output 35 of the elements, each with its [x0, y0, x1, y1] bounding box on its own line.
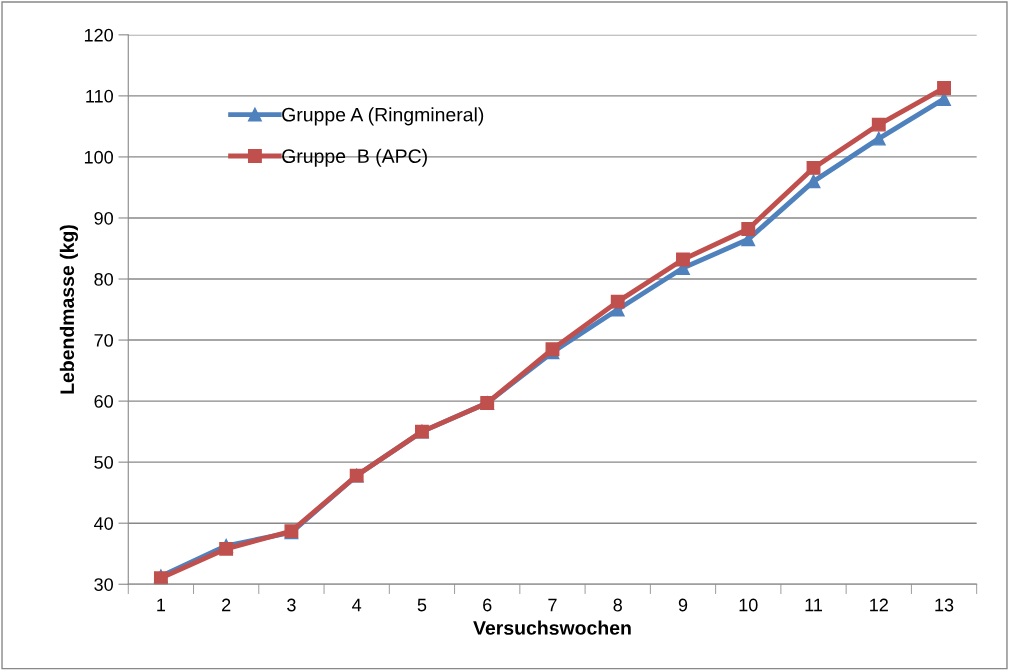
x-tick-label: 11: [805, 598, 823, 612]
x-tick-label: 1: [157, 598, 166, 612]
x-tick-label: 2: [222, 598, 231, 612]
y-tick-label: 70: [94, 334, 113, 347]
point: [676, 252, 690, 267]
y-tick-label: 100: [84, 150, 113, 164]
point: [741, 222, 756, 236]
y-tick-label: 120: [84, 28, 113, 42]
y-tick-label: 90: [94, 211, 113, 225]
x-tick-label: 10: [739, 598, 758, 612]
y-axis-title: Lebendmasse (kg): [59, 225, 79, 394]
x-tick-label: 12: [870, 598, 888, 612]
point: [937, 81, 951, 95]
y-tick-label: 60: [94, 395, 113, 408]
legend-label: Gruppe B (APC): [282, 148, 427, 167]
y-tick-label: 30: [94, 578, 113, 591]
point: [219, 541, 234, 556]
point: [806, 160, 821, 175]
point: [610, 294, 625, 309]
x-tick-label: 7: [548, 598, 557, 612]
y-tick-label: 50: [94, 456, 113, 469]
x-axis-title: Versuchswochen: [473, 620, 631, 635]
x-tick-label: 8: [613, 598, 622, 612]
x-tick-label: 6: [483, 598, 492, 612]
point: [871, 131, 886, 146]
y-tick-label: 40: [94, 517, 113, 530]
x-tick-label: 13: [935, 598, 954, 612]
x-tick-label: 5: [417, 598, 427, 612]
y-tick-label: 110: [86, 89, 113, 103]
x-tick-label: 4: [352, 598, 362, 612]
x-tick-label: 9: [678, 598, 688, 612]
point: [871, 117, 886, 132]
y-tick-label: 80: [94, 272, 113, 286]
legend-label: Gruppe A (Ringmineral): [282, 107, 484, 126]
x-tick-label: 3: [287, 598, 296, 612]
